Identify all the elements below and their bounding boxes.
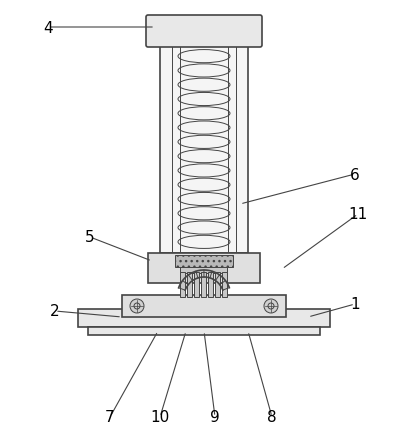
Bar: [208, 272, 214, 297]
Bar: [188, 272, 193, 297]
Bar: [88, 327, 320, 335]
Bar: [201, 272, 206, 297]
Circle shape: [130, 299, 144, 313]
FancyBboxPatch shape: [146, 16, 262, 48]
Text: 6: 6: [350, 167, 360, 182]
Bar: [195, 272, 199, 297]
Bar: [148, 253, 260, 283]
Text: 9: 9: [210, 409, 220, 424]
Text: 2: 2: [50, 304, 60, 319]
Bar: [122, 295, 286, 317]
Text: 11: 11: [348, 207, 368, 222]
Text: 10: 10: [150, 409, 170, 424]
Bar: [78, 309, 330, 327]
Text: 5: 5: [85, 230, 95, 245]
Bar: [215, 272, 221, 297]
Bar: [223, 272, 228, 297]
Bar: [180, 267, 228, 273]
Circle shape: [264, 299, 278, 313]
Text: 7: 7: [105, 409, 115, 424]
Text: 4: 4: [43, 21, 53, 35]
Text: 8: 8: [267, 409, 277, 424]
Text: 1: 1: [350, 297, 360, 312]
Bar: [175, 255, 233, 267]
Bar: [180, 272, 186, 297]
Bar: [160, 46, 248, 253]
